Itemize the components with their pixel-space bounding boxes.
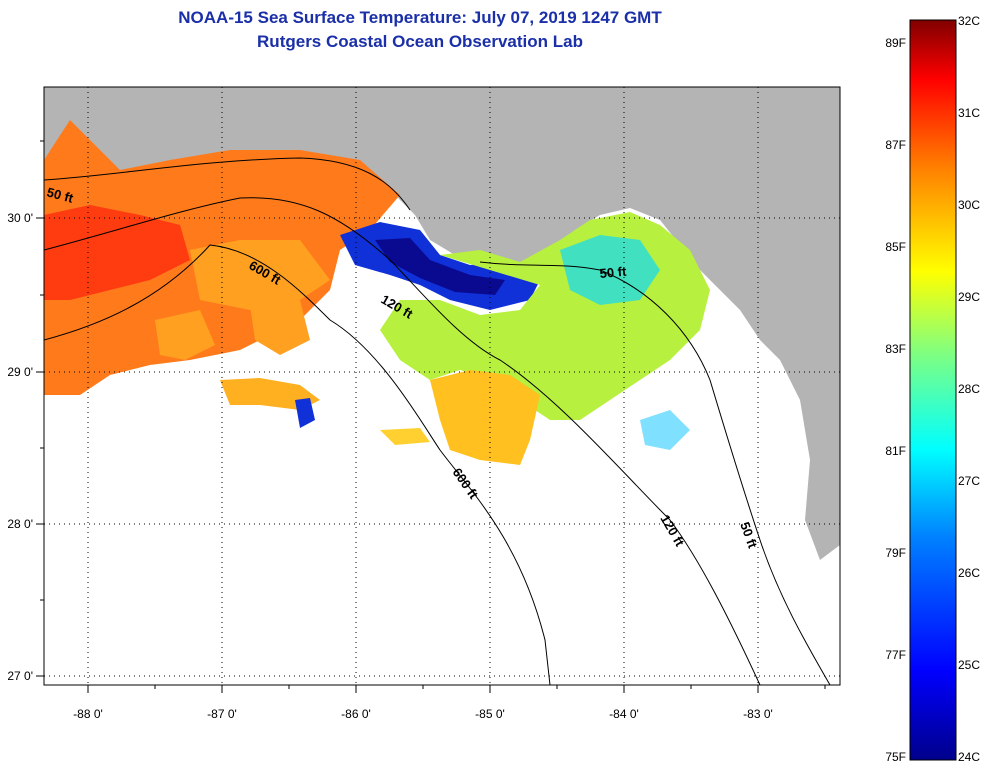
- sst-patch-4: [250, 300, 310, 355]
- sst-patch-5: [155, 310, 215, 360]
- depth-label-50ft-central: 50 ft: [599, 264, 628, 281]
- x-ticks: [87, 685, 826, 693]
- lon-label-88: -88 0': [73, 707, 103, 721]
- depth-contour-120ft: [44, 197, 761, 685]
- cb-f-79: 79F: [885, 546, 906, 560]
- cb-c-24: 24C: [958, 750, 980, 764]
- lon-label-87: -87 0': [207, 707, 237, 721]
- sst-south-region: [430, 370, 540, 465]
- cb-c-32: 32C: [958, 14, 980, 28]
- lat-label-29: 29 0': [7, 365, 33, 379]
- map-title: NOAA-15 Sea Surface Temperature: July 07…: [178, 8, 662, 27]
- cb-c-28: 28C: [958, 382, 980, 396]
- lon-label-84: -84 0': [609, 707, 639, 721]
- lon-label-86: -86 0': [341, 707, 371, 721]
- sst-hot-region: [44, 205, 190, 300]
- lat-label-28: 28 0': [7, 517, 33, 531]
- cb-c-25: 25C: [958, 658, 980, 672]
- cb-f-77: 77F: [885, 648, 906, 662]
- lon-label-83: -83 0': [743, 707, 773, 721]
- cb-c-30: 30C: [958, 198, 980, 212]
- cb-c-27: 27C: [958, 474, 980, 488]
- colorbar: [909, 19, 957, 761]
- cb-f-75: 75F: [885, 750, 906, 764]
- cb-f-85: 85F: [885, 240, 906, 254]
- land-mass: [44, 87, 840, 560]
- colorbar-celsius-labels: 32C 31C 30C 29C 28C 27C 26C 25C 24C: [958, 14, 980, 764]
- sst-orange-region: [190, 240, 330, 310]
- depth-label-50ft-west: 50 ft: [45, 184, 75, 206]
- cb-c-31: 31C: [958, 106, 980, 120]
- map-border: [43, 86, 841, 686]
- lat-label-27: 27 0': [7, 669, 33, 683]
- depth-contour-600ft-west: [44, 244, 551, 685]
- y-ticks: [36, 140, 44, 677]
- sst-cyan-region: [560, 235, 660, 305]
- sst-patch-2: [380, 428, 430, 445]
- colorbar-fahrenheit-labels: 89F 87F 85F 83F 81F 79F 77F 75F: [885, 36, 906, 764]
- sst-patch-1: [220, 378, 320, 410]
- cb-c-26: 26C: [958, 566, 980, 580]
- cb-f-81: 81F: [885, 444, 906, 458]
- depth-contour-50ft-east: [479, 261, 831, 685]
- sst-cold-core: [375, 238, 505, 295]
- sst-patch-3: [295, 398, 315, 428]
- map-subtitle: Rutgers Coastal Ocean Observation Lab: [257, 32, 583, 51]
- lon-label-85: -85 0': [475, 707, 505, 721]
- cb-f-89: 89F: [885, 36, 906, 50]
- cb-f-83: 83F: [885, 342, 906, 356]
- sst-patch-6: [640, 410, 690, 450]
- cb-c-29: 29C: [958, 290, 980, 304]
- cb-f-87: 87F: [885, 138, 906, 152]
- lat-label-30: 30 0': [7, 211, 33, 225]
- depth-contour-50ft-west: [44, 157, 411, 211]
